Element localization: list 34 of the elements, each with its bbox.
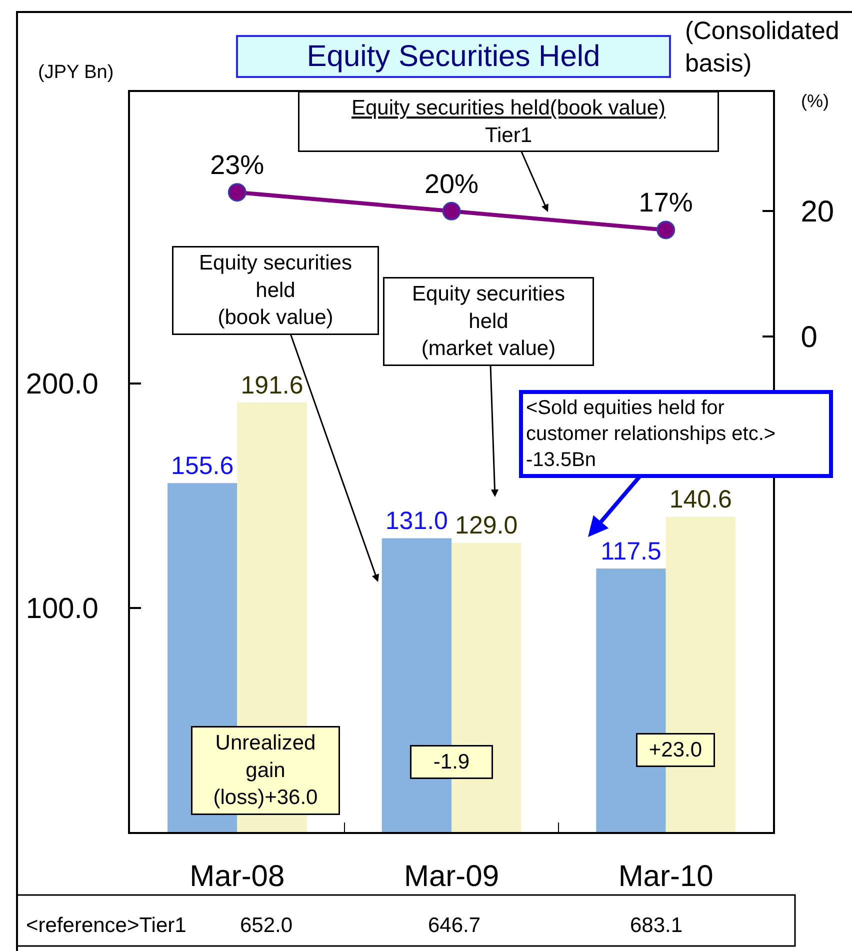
y2-axis-title: (%)	[801, 91, 829, 111]
point	[442, 202, 461, 220]
annotation: Equity securities held(book value) Tier1	[352, 96, 666, 147]
y2-tick-label: 0	[800, 321, 818, 354]
text: 652.0	[240, 914, 293, 937]
point	[656, 220, 676, 240]
point	[228, 183, 246, 202]
annotation: <Sold equities held for customer relationships etc.> -13.5Bn	[526, 397, 776, 471]
text: <reference>Tier1	[26, 914, 186, 937]
text: (Consolidated basis)	[685, 17, 840, 78]
y-axis-title: (JPY Bn)	[38, 62, 114, 83]
y2-tick-label: 20	[800, 196, 834, 229]
data-label: 191.6	[240, 371, 304, 400]
data-label: 155.6	[171, 452, 234, 480]
data-label: 17%	[638, 188, 693, 218]
chart-title: Equity Securities Held	[306, 40, 600, 73]
data-label: 140.6	[669, 486, 732, 514]
annotation: +23.0	[648, 738, 702, 762]
data-label: 23%	[210, 150, 264, 180]
y-tick-label: 200.0	[26, 368, 98, 401]
annotation: Equity securities held (market value)	[412, 282, 565, 360]
data-label: 129.0	[455, 512, 518, 540]
annotation: Unrealized gain (loss)+36.0	[213, 732, 318, 810]
x-tick-label: Mar-10	[618, 860, 714, 893]
x-tick-label: Mar-09	[404, 860, 500, 893]
data-label: 117.5	[600, 538, 662, 566]
x-tick-label: Mar-08	[190, 860, 285, 893]
data-label: 20%	[424, 168, 479, 199]
annotation: Equity securities held (book value)	[199, 252, 352, 330]
data-label: 131.0	[385, 507, 448, 536]
text: 646.7	[428, 914, 481, 937]
annotation: -1.9	[433, 750, 470, 774]
y-tick-label: 100.0	[26, 592, 98, 625]
text: 683.1	[630, 914, 683, 937]
